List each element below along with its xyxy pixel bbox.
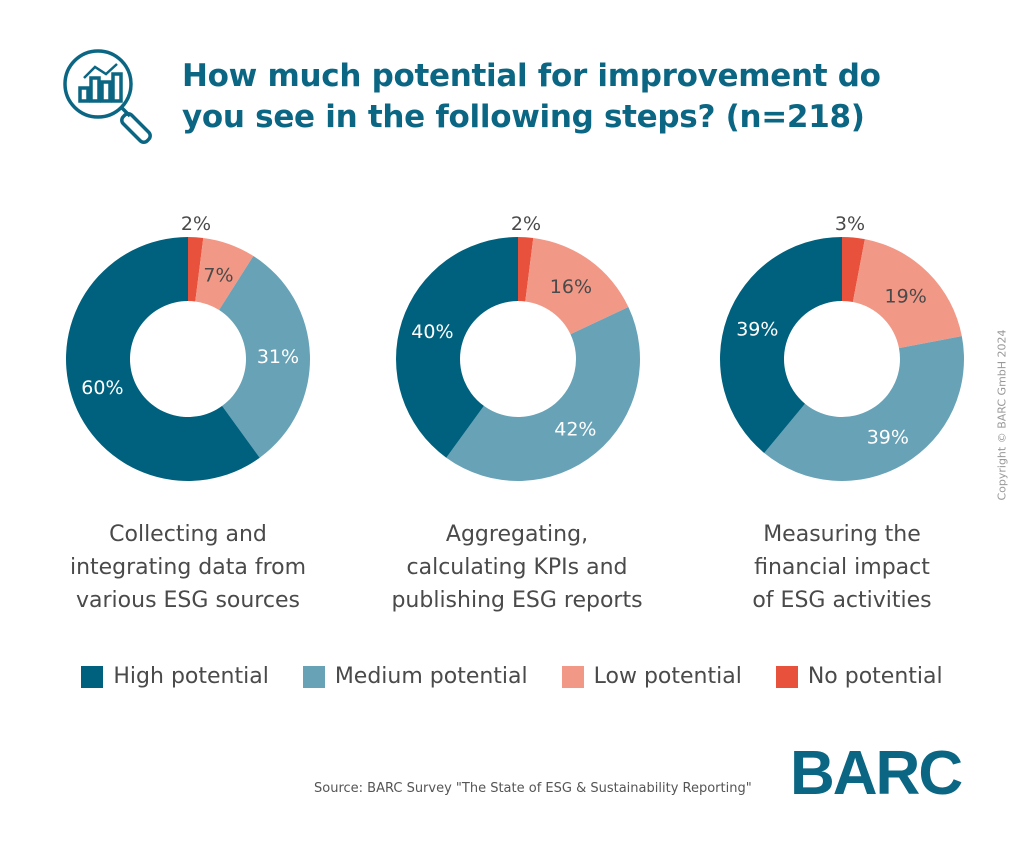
category-line: various ESG sources (76, 588, 300, 613)
data-label: 31% (257, 346, 299, 368)
donut-segment-low-potential (195, 237, 254, 311)
category-line: of ESG activities (752, 588, 932, 613)
data-label: 40% (411, 321, 453, 343)
source-note: Source: BARC Survey "The State of ESG & … (314, 781, 752, 796)
chart-title: How much potential for improvement do yo… (182, 56, 881, 138)
category-line: Collecting and (109, 522, 267, 547)
data-label: 60% (81, 377, 123, 399)
magnifier-chart-icon (63, 49, 152, 144)
category-line: publishing ESG reports (391, 588, 643, 613)
donut-segment-medium-potential (219, 255, 310, 458)
donut-segment-medium-potential (764, 336, 964, 481)
category-label: Measuring the financial impact of ESG ac… (692, 518, 992, 617)
copyright: Copyright © BARC GmbH 2024 (995, 329, 1009, 501)
donut-segment-high-potential (66, 237, 260, 481)
donut-segment-no-potential (518, 237, 534, 302)
category-label: Aggregating, calculating KPIs and publis… (367, 518, 667, 617)
legend-swatch (561, 665, 584, 688)
data-label: 19% (885, 285, 927, 307)
legend-item: High potential (81, 664, 269, 689)
title-line: you see in the following steps? (n=218) (182, 99, 865, 135)
donut-segment-low-potential (852, 239, 962, 349)
data-label: 39% (867, 426, 909, 448)
data-label: 2% (181, 213, 211, 235)
legend-label: High potential (113, 664, 269, 689)
category-line: integrating data from (69, 555, 307, 580)
legend-swatch (775, 665, 798, 688)
legend-swatch (302, 665, 325, 688)
category-line: Aggregating, (445, 522, 589, 547)
data-label: 2% (511, 213, 541, 235)
legend-label: Low potential (593, 664, 742, 689)
data-label: 3% (835, 213, 865, 235)
donut-segment-no-potential (842, 237, 865, 303)
data-label: 39% (736, 319, 778, 341)
donut-segment-medium-potential (446, 307, 641, 482)
data-label: 42% (554, 418, 596, 440)
category-line: calculating KPIs and (406, 555, 628, 580)
data-label: 16% (550, 276, 592, 298)
legend-label: No potential (807, 664, 943, 689)
category-line: Measuring the (763, 522, 921, 547)
legend: High potential Medium potential Low potent… (0, 664, 1024, 689)
legend-item: No potential (775, 664, 943, 689)
data-label: 7% (203, 264, 233, 286)
category-label: Collecting and integrating data from var… (38, 518, 338, 617)
donut-segment-low-potential (525, 237, 629, 335)
legend-item: Medium potential (302, 664, 528, 689)
barc-logo: BARC (790, 739, 963, 808)
legend-label: Medium potential (334, 664, 528, 689)
title-line: How much potential for improvement do (182, 58, 881, 94)
donut-segment-no-potential (188, 237, 204, 302)
donut-segment-high-potential (395, 237, 518, 458)
category-line: financial impact (754, 555, 930, 580)
legend-item: Low potential (561, 664, 742, 689)
donut-segment-high-potential (720, 237, 842, 454)
legend-swatch (81, 665, 104, 688)
